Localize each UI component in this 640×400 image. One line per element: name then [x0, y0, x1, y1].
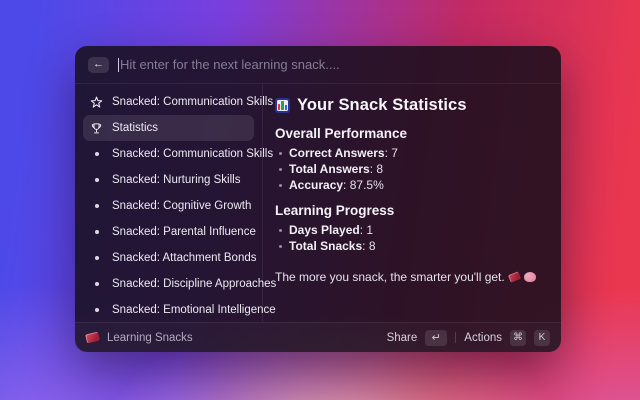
- status-bar: Learning Snacks Share ↵ Actions ⌘ K: [75, 322, 561, 352]
- bullet-icon: [279, 183, 282, 187]
- brain-icon: [523, 272, 536, 282]
- dot-icon: [90, 200, 103, 213]
- list-item[interactable]: Snacked: Communication Skills: [83, 89, 273, 115]
- actions-button[interactable]: Actions: [464, 331, 502, 344]
- app-name: Learning Snacks: [107, 331, 193, 344]
- share-button[interactable]: Share: [386, 331, 418, 344]
- text-caret: [118, 57, 119, 72]
- list-item-label: Snacked: Communication Skills: [112, 96, 274, 108]
- list-item-label: Snacked: Attachment Bonds: [112, 252, 257, 264]
- dot-icon: [90, 226, 103, 239]
- dot-icon: [90, 278, 103, 291]
- launcher-window: ← Snacked: Communication Skills: [75, 46, 561, 352]
- stat-item: Total Answers: 8: [279, 161, 547, 177]
- list-item[interactable]: Snacked: Cognitive Growth: [83, 193, 254, 219]
- detail-panel: Your Snack Statistics Overall Performanc…: [263, 84, 561, 322]
- bullet-icon: [279, 167, 282, 171]
- main-content: Snacked: Communication Skills Statistics: [75, 84, 561, 322]
- list-item[interactable]: Snacked: Parental Influence: [83, 219, 256, 245]
- list-item-selected[interactable]: Statistics: [83, 115, 254, 141]
- enter-key-icon[interactable]: ↵: [425, 329, 448, 346]
- back-arrow-icon: ←: [93, 58, 104, 70]
- detail-title: Your Snack Statistics: [297, 95, 467, 114]
- stat-item: Days Played: 1: [279, 222, 547, 238]
- bar-chart-icon: [275, 97, 290, 113]
- star-icon: [90, 96, 103, 109]
- list-item-label: Snacked: Communication Skills: [112, 148, 274, 160]
- list-item-label: Statistics: [112, 122, 159, 134]
- section-heading: Learning Progress: [275, 203, 395, 218]
- list-item-label: Snacked: Emotional Intelligence: [112, 304, 276, 316]
- search-bar: ←: [75, 46, 561, 84]
- list-item[interactable]: Snacked: Emotional Intelligence: [83, 297, 276, 323]
- list-item-label: Snacked: Parental Influence: [112, 226, 256, 238]
- cmd-key-icon[interactable]: ⌘: [510, 329, 526, 346]
- search-input[interactable]: [120, 57, 548, 72]
- list-item[interactable]: Snacked: Attachment Bonds: [83, 245, 257, 271]
- list-item[interactable]: Snacked: Discipline Approaches: [83, 271, 276, 297]
- list-item[interactable]: Snacked: Nurturing Skills: [83, 167, 254, 193]
- bullet-icon: [279, 151, 282, 155]
- statusbar-divider: [455, 332, 457, 343]
- snack-list: Snacked: Communication Skills Statistics: [75, 84, 276, 323]
- chocolate-app-icon: [85, 331, 100, 344]
- footnote-text: The more you snack, the smarter you'll g…: [275, 270, 505, 284]
- footnote: The more you snack, the smarter you'll g…: [275, 270, 547, 284]
- list-item-label: Snacked: Nurturing Skills: [112, 174, 241, 186]
- stat-item: Correct Answers: 7: [279, 145, 547, 161]
- bullet-icon: [279, 244, 282, 248]
- section-heading: Overall Performance: [275, 126, 408, 141]
- dot-icon: [90, 252, 103, 265]
- stat-item: Total Snacks: 8: [279, 238, 547, 254]
- stats-list: Correct Answers: 7 Total Answers: 8 Accu…: [275, 145, 547, 193]
- k-key-icon[interactable]: K: [534, 329, 550, 346]
- stat-item: Accuracy: 87.5%: [279, 177, 547, 193]
- list-item[interactable]: Snacked: Communication Skills: [83, 141, 273, 167]
- stats-list: Days Played: 1 Total Snacks: 8: [275, 222, 547, 254]
- dot-icon: [90, 304, 103, 317]
- back-button[interactable]: ←: [88, 56, 109, 73]
- chocolate-bar-icon: [507, 271, 521, 283]
- bullet-icon: [279, 228, 282, 232]
- dot-icon: [90, 148, 103, 161]
- dot-icon: [90, 174, 103, 187]
- trophy-icon: [90, 122, 103, 135]
- list-item-label: Snacked: Cognitive Growth: [112, 200, 252, 212]
- list-item-label: Snacked: Discipline Approaches: [112, 278, 277, 290]
